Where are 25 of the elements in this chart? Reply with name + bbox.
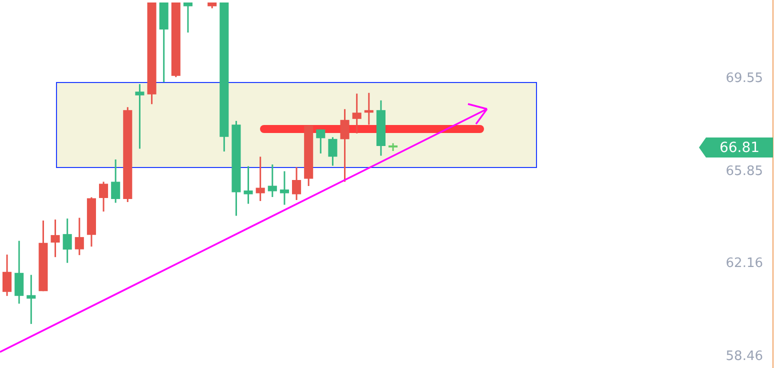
candlestick [74, 217, 84, 256]
candlestick [268, 164, 277, 198]
candlestick [364, 92, 374, 126]
candlestick [14, 240, 24, 304]
candlestick [135, 83, 144, 150]
candlestick [2, 254, 12, 297]
y-tick-label: 69.55 [726, 71, 763, 86]
candlestick [62, 218, 72, 264]
candlestick [50, 218, 60, 258]
candlestick [352, 92, 362, 134]
candlestick [244, 165, 253, 205]
candlestick [280, 170, 289, 206]
candlestick [111, 158, 120, 204]
annotation: 66.81 [719, 140, 760, 156]
candlestick [328, 136, 338, 166]
y-tick-label: 58.46 [726, 348, 763, 364]
candlestick [256, 156, 265, 202]
candlestick [99, 180, 108, 212]
candlestick [292, 166, 302, 201]
candlestick [316, 128, 326, 154]
candlestick [183, 2, 192, 34]
y-tick-label: 62.16 [726, 256, 763, 272]
candlestick [26, 274, 36, 325]
y-tick-label: 65.85 [726, 164, 763, 179]
candlestick [340, 108, 350, 182]
